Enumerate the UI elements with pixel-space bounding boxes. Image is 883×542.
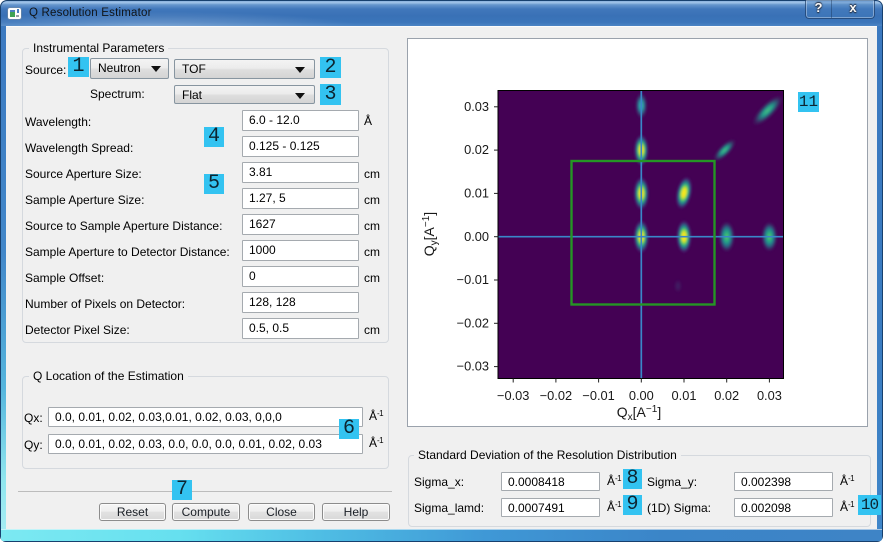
svg-text:0.01: 0.01 (464, 186, 489, 201)
svg-text:−0.02: −0.02 (457, 315, 489, 330)
svg-text:0.02: 0.02 (714, 388, 739, 403)
svg-text:0.00: 0.00 (464, 229, 489, 244)
svg-text:0.00: 0.00 (629, 388, 654, 403)
svg-text:Qy[A−1]: Qy[A−1] (421, 212, 440, 256)
svg-text:−0.01: −0.01 (457, 272, 489, 287)
svg-text:Qx[A−1]: Qx[A−1] (617, 404, 661, 423)
svg-text:−0.02: −0.02 (540, 388, 572, 403)
svg-text:−0.03: −0.03 (457, 359, 489, 374)
svg-text:0.02: 0.02 (464, 142, 489, 157)
svg-text:0.03: 0.03 (464, 99, 489, 114)
svg-text:0.01: 0.01 (672, 388, 697, 403)
svg-text:−0.01: −0.01 (582, 388, 614, 403)
svg-text:−0.03: −0.03 (497, 388, 529, 403)
svg-text:0.03: 0.03 (757, 388, 782, 403)
